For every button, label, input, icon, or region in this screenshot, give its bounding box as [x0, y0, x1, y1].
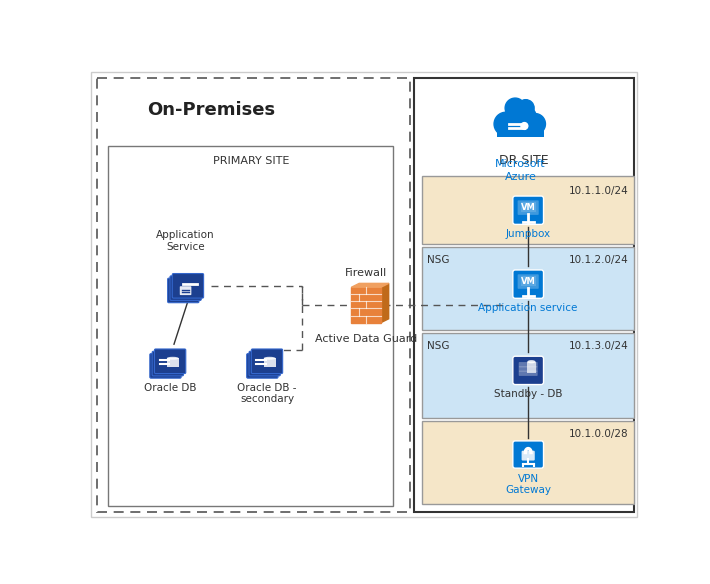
- Text: On-Premises: On-Premises: [147, 101, 275, 119]
- Ellipse shape: [167, 357, 179, 360]
- FancyBboxPatch shape: [513, 270, 544, 298]
- Ellipse shape: [263, 357, 275, 360]
- FancyBboxPatch shape: [522, 451, 535, 461]
- Text: PRIMARY SITE: PRIMARY SITE: [212, 156, 289, 166]
- FancyBboxPatch shape: [152, 352, 183, 376]
- FancyBboxPatch shape: [518, 274, 539, 289]
- Bar: [108, 145, 393, 506]
- Bar: [520, 202, 535, 211]
- Text: Active Data Guard: Active Data Guard: [315, 334, 417, 344]
- FancyBboxPatch shape: [249, 352, 280, 376]
- Text: Jumpbox: Jumpbox: [506, 229, 551, 239]
- Bar: [422, 421, 633, 505]
- Circle shape: [521, 123, 528, 130]
- Text: Firewall: Firewall: [345, 268, 388, 278]
- FancyBboxPatch shape: [519, 371, 537, 376]
- Text: 10.1.3.0/24: 10.1.3.0/24: [569, 341, 629, 351]
- Text: NSG: NSG: [427, 341, 449, 351]
- Polygon shape: [351, 287, 381, 322]
- Text: 10.1.0.0/28: 10.1.0.0/28: [569, 429, 629, 439]
- FancyBboxPatch shape: [150, 353, 181, 378]
- FancyBboxPatch shape: [180, 286, 192, 295]
- FancyBboxPatch shape: [519, 366, 537, 371]
- Text: 10.1.2.0/24: 10.1.2.0/24: [569, 255, 629, 265]
- FancyBboxPatch shape: [513, 196, 544, 224]
- FancyBboxPatch shape: [251, 349, 283, 374]
- FancyBboxPatch shape: [170, 276, 201, 300]
- Text: Oracle DB -
secondary: Oracle DB - secondary: [237, 383, 297, 404]
- Text: Application service: Application service: [479, 303, 578, 312]
- FancyBboxPatch shape: [519, 362, 537, 367]
- Text: DR SITE: DR SITE: [500, 154, 549, 168]
- Bar: [167, 358, 179, 367]
- Bar: [422, 247, 633, 331]
- Bar: [497, 123, 544, 137]
- Text: VM: VM: [521, 277, 535, 286]
- FancyBboxPatch shape: [518, 200, 539, 215]
- Text: Standby - DB: Standby - DB: [494, 389, 562, 399]
- Bar: [414, 78, 633, 512]
- Text: Oracle DB: Oracle DB: [144, 383, 197, 392]
- Bar: [97, 78, 410, 512]
- FancyBboxPatch shape: [173, 273, 204, 298]
- Circle shape: [504, 103, 537, 135]
- Circle shape: [505, 98, 525, 118]
- Circle shape: [518, 100, 534, 116]
- FancyBboxPatch shape: [513, 441, 544, 468]
- Bar: [422, 333, 633, 418]
- Bar: [528, 361, 535, 373]
- Text: VM: VM: [521, 203, 535, 212]
- Bar: [263, 358, 275, 367]
- Text: VPN
Gateway: VPN Gateway: [506, 474, 551, 495]
- Ellipse shape: [528, 360, 535, 363]
- Bar: [422, 176, 633, 244]
- Text: 10.1.1.0/24: 10.1.1.0/24: [569, 186, 629, 196]
- Text: NSG: NSG: [427, 255, 449, 265]
- Polygon shape: [351, 283, 388, 287]
- FancyBboxPatch shape: [168, 278, 199, 303]
- Circle shape: [494, 112, 518, 135]
- FancyBboxPatch shape: [246, 353, 278, 378]
- Text: Microsoft
Azure: Microsoft Azure: [495, 159, 546, 182]
- Circle shape: [525, 113, 545, 134]
- Polygon shape: [381, 283, 388, 322]
- FancyBboxPatch shape: [513, 356, 544, 384]
- Text: Application
Service: Application Service: [156, 230, 215, 252]
- FancyBboxPatch shape: [155, 349, 186, 374]
- Bar: [520, 276, 535, 286]
